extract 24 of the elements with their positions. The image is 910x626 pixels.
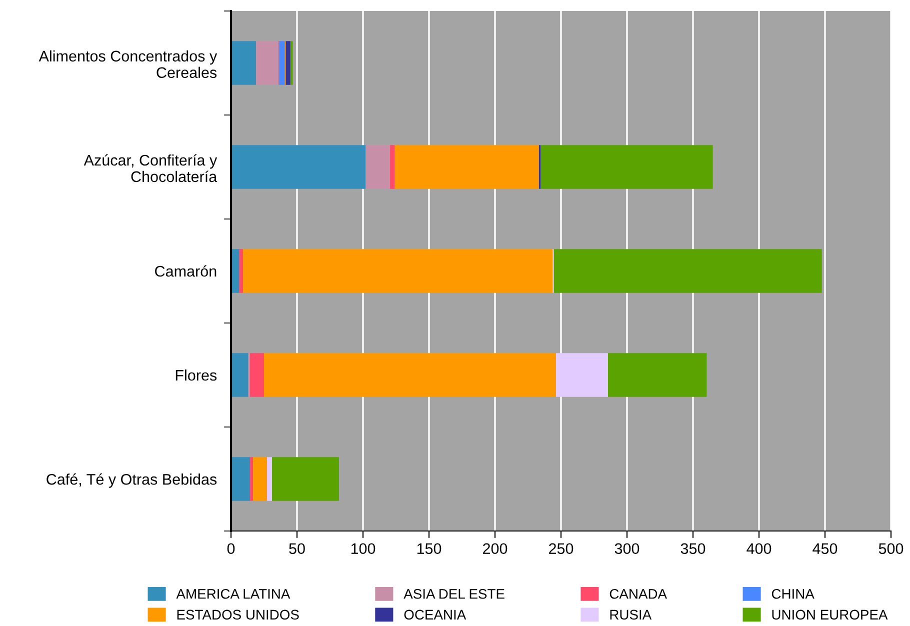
legend-label: AMERICA LATINA bbox=[176, 588, 290, 599]
x-tick-label: 500 bbox=[878, 543, 904, 554]
y-tick-label: Alimentos Concentrados y Cereales bbox=[38, 50, 218, 78]
legend-label: CHINA bbox=[772, 588, 814, 599]
x-tick-label: 250 bbox=[549, 543, 574, 554]
legend-label: CANADA bbox=[610, 588, 668, 599]
x-tick-label: 450 bbox=[812, 543, 838, 554]
x-tick-label: 300 bbox=[614, 543, 640, 554]
x-tick-label: 400 bbox=[746, 543, 772, 554]
legend-label: ASIA DEL ESTE bbox=[404, 588, 504, 599]
x-tick-label: 200 bbox=[483, 543, 508, 554]
y-tick-label: Café, Té y Otras Bebidas bbox=[46, 473, 217, 488]
x-tick-label: 150 bbox=[417, 543, 442, 554]
y-tick-label: Azúcar, Confitería y Chocolatería bbox=[84, 154, 218, 182]
x-tick-label: 350 bbox=[680, 543, 706, 554]
legend-label: UNION EUROPEA bbox=[772, 610, 888, 620]
x-tick-label: 50 bbox=[289, 543, 305, 554]
legend-label: ESTADOS UNIDOS bbox=[177, 610, 299, 620]
legend-label: RUSIA bbox=[610, 610, 652, 620]
y-tick-label: Camarón bbox=[155, 265, 216, 277]
x-tick-label: 100 bbox=[351, 543, 376, 554]
y-tick-label: Flores bbox=[176, 369, 217, 381]
legend-label: OCEANIA bbox=[404, 610, 466, 620]
x-tick-label: 0 bbox=[227, 543, 235, 554]
